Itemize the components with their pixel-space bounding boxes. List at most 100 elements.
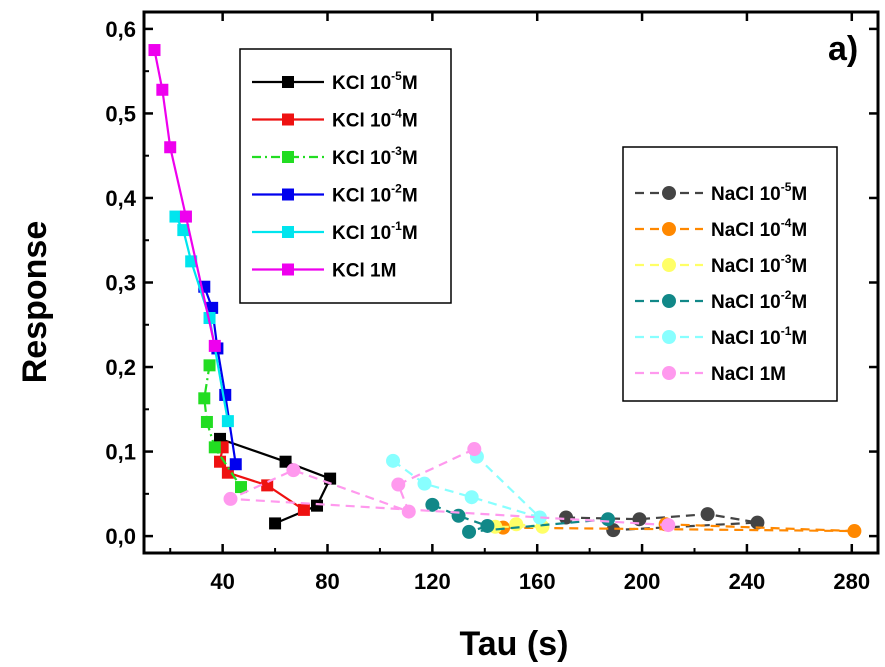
legend-label-base: NaCl 10	[711, 256, 781, 277]
data-point-9-3	[462, 524, 477, 539]
legend-label-exponent: -2	[781, 288, 792, 302]
data-point-5-4	[208, 339, 221, 352]
legend-label-exponent: -1	[781, 324, 792, 338]
data-point-10-0	[386, 453, 401, 468]
data-point-4-0	[169, 210, 182, 223]
legend-label-base: KCl 10	[332, 148, 391, 169]
y-tick-label-5: 0,5	[105, 101, 136, 126]
legend-marker-5	[282, 263, 294, 276]
legend-label-suffix: M	[791, 256, 807, 277]
legend-marker-1	[282, 113, 294, 126]
series-2	[198, 359, 247, 494]
data-point-3-4	[229, 458, 242, 471]
legend-label-base: KCl 10	[332, 223, 391, 244]
legend-label-base: KCl 10	[332, 73, 391, 94]
legend-label-exponent: -5	[391, 69, 402, 83]
data-point-5-1	[156, 83, 169, 96]
data-point-2-1	[198, 392, 211, 405]
legend-label-1: NaCl 10-4M	[711, 216, 807, 241]
legend-label-exponent: -3	[391, 144, 402, 158]
legend-label-4: KCl 10-1M	[332, 219, 418, 244]
y-tick-label-2: 0,2	[105, 355, 136, 380]
x-tick-label-0: 40	[210, 569, 234, 594]
data-point-1-4	[297, 503, 310, 516]
legend-label-base: KCl 10	[332, 111, 391, 132]
x-tick-label-4: 200	[624, 569, 661, 594]
legend-label-suffix: M	[402, 223, 418, 244]
data-point-8-0	[509, 517, 524, 532]
data-point-11-5	[661, 518, 676, 533]
data-point-11-1	[391, 477, 406, 492]
legend-label-suffix: M	[791, 328, 807, 349]
data-point-2-4	[234, 481, 247, 494]
legend-label-base: NaCl 1M	[711, 364, 786, 385]
series-9	[425, 497, 615, 539]
data-point-7-1	[847, 524, 862, 539]
legend-label-suffix: M	[402, 186, 418, 207]
legend-label-0: KCl 10-5M	[332, 69, 418, 94]
legend-label-suffix: M	[402, 73, 418, 94]
y-tick-label-4: 0,4	[105, 186, 136, 211]
legend-marker-4	[662, 330, 676, 344]
legend-label-suffix: M	[402, 111, 418, 132]
series-line-10	[392, 455, 541, 519]
y-tick-label-3: 0,3	[105, 271, 136, 296]
data-point-11-0	[467, 442, 482, 457]
legend-marker-5	[662, 366, 676, 380]
plot-area	[148, 44, 862, 539]
legend-label-suffix: M	[402, 148, 418, 169]
x-tick-label-1: 80	[315, 569, 339, 594]
series-line-11	[230, 448, 669, 527]
legend-box	[622, 146, 838, 402]
legend-label-suffix: M	[791, 220, 807, 241]
data-point-11-4	[223, 491, 238, 506]
legend-marker-0	[282, 76, 294, 88]
data-point-10-1	[417, 476, 432, 491]
x-tick-label-2: 120	[414, 569, 451, 594]
series-line-9	[431, 503, 609, 533]
data-point-4-1	[177, 224, 190, 237]
legend-box	[239, 48, 452, 304]
legend-label-base: NaCl 10	[711, 184, 781, 205]
data-point-6-2	[700, 507, 715, 522]
data-point-2-2	[200, 415, 213, 428]
legend-label-exponent: -1	[391, 219, 402, 233]
legend-label-5: KCl 1M	[332, 261, 396, 282]
legend-marker-3	[282, 188, 294, 201]
legend-marker-2	[282, 151, 294, 163]
data-point-0-4	[269, 517, 282, 530]
data-point-11-2	[401, 504, 416, 519]
legend-label-base: NaCl 10	[711, 220, 781, 241]
legend-label-exponent: -4	[781, 216, 792, 230]
data-point-0-3	[311, 499, 324, 512]
y-tick-label-6: 0,6	[105, 17, 136, 42]
legend-label-exponent: -2	[391, 182, 402, 196]
data-point-10-2	[464, 490, 479, 505]
data-point-6-4	[606, 523, 621, 538]
legend-marker-1	[662, 222, 676, 236]
legend-label-base: KCl 1M	[332, 261, 396, 282]
axes: 40 80 120 160 200 240 280 0,0 0,1 0,2 0,3 0,4 0,5 0,6	[105, 10, 880, 594]
data-point-1-3	[261, 479, 274, 492]
data-point-9-2	[480, 518, 495, 533]
legend-label-3: KCl 10-2M	[332, 182, 418, 207]
legend-marker-2	[662, 258, 676, 272]
data-point-5-0	[148, 44, 161, 57]
legend-label-5: NaCl 1M	[711, 364, 786, 385]
series-11	[223, 442, 676, 533]
legend-marker-3	[662, 294, 676, 308]
data-point-3-3	[219, 388, 232, 401]
legend-label-exponent: -3	[781, 252, 792, 266]
legend-label-4: NaCl 10-1M	[711, 324, 807, 349]
x-tick-label-5: 240	[729, 569, 766, 594]
y-tick-label-0: 0,0	[105, 524, 136, 549]
y-axis-title: Response	[16, 221, 54, 384]
data-point-6-3	[750, 515, 765, 530]
legend-marker-4	[282, 226, 294, 238]
data-point-5-2	[164, 141, 177, 154]
legend-label-exponent: -5	[781, 180, 792, 194]
legend-label-0: NaCl 10-5M	[711, 180, 807, 205]
